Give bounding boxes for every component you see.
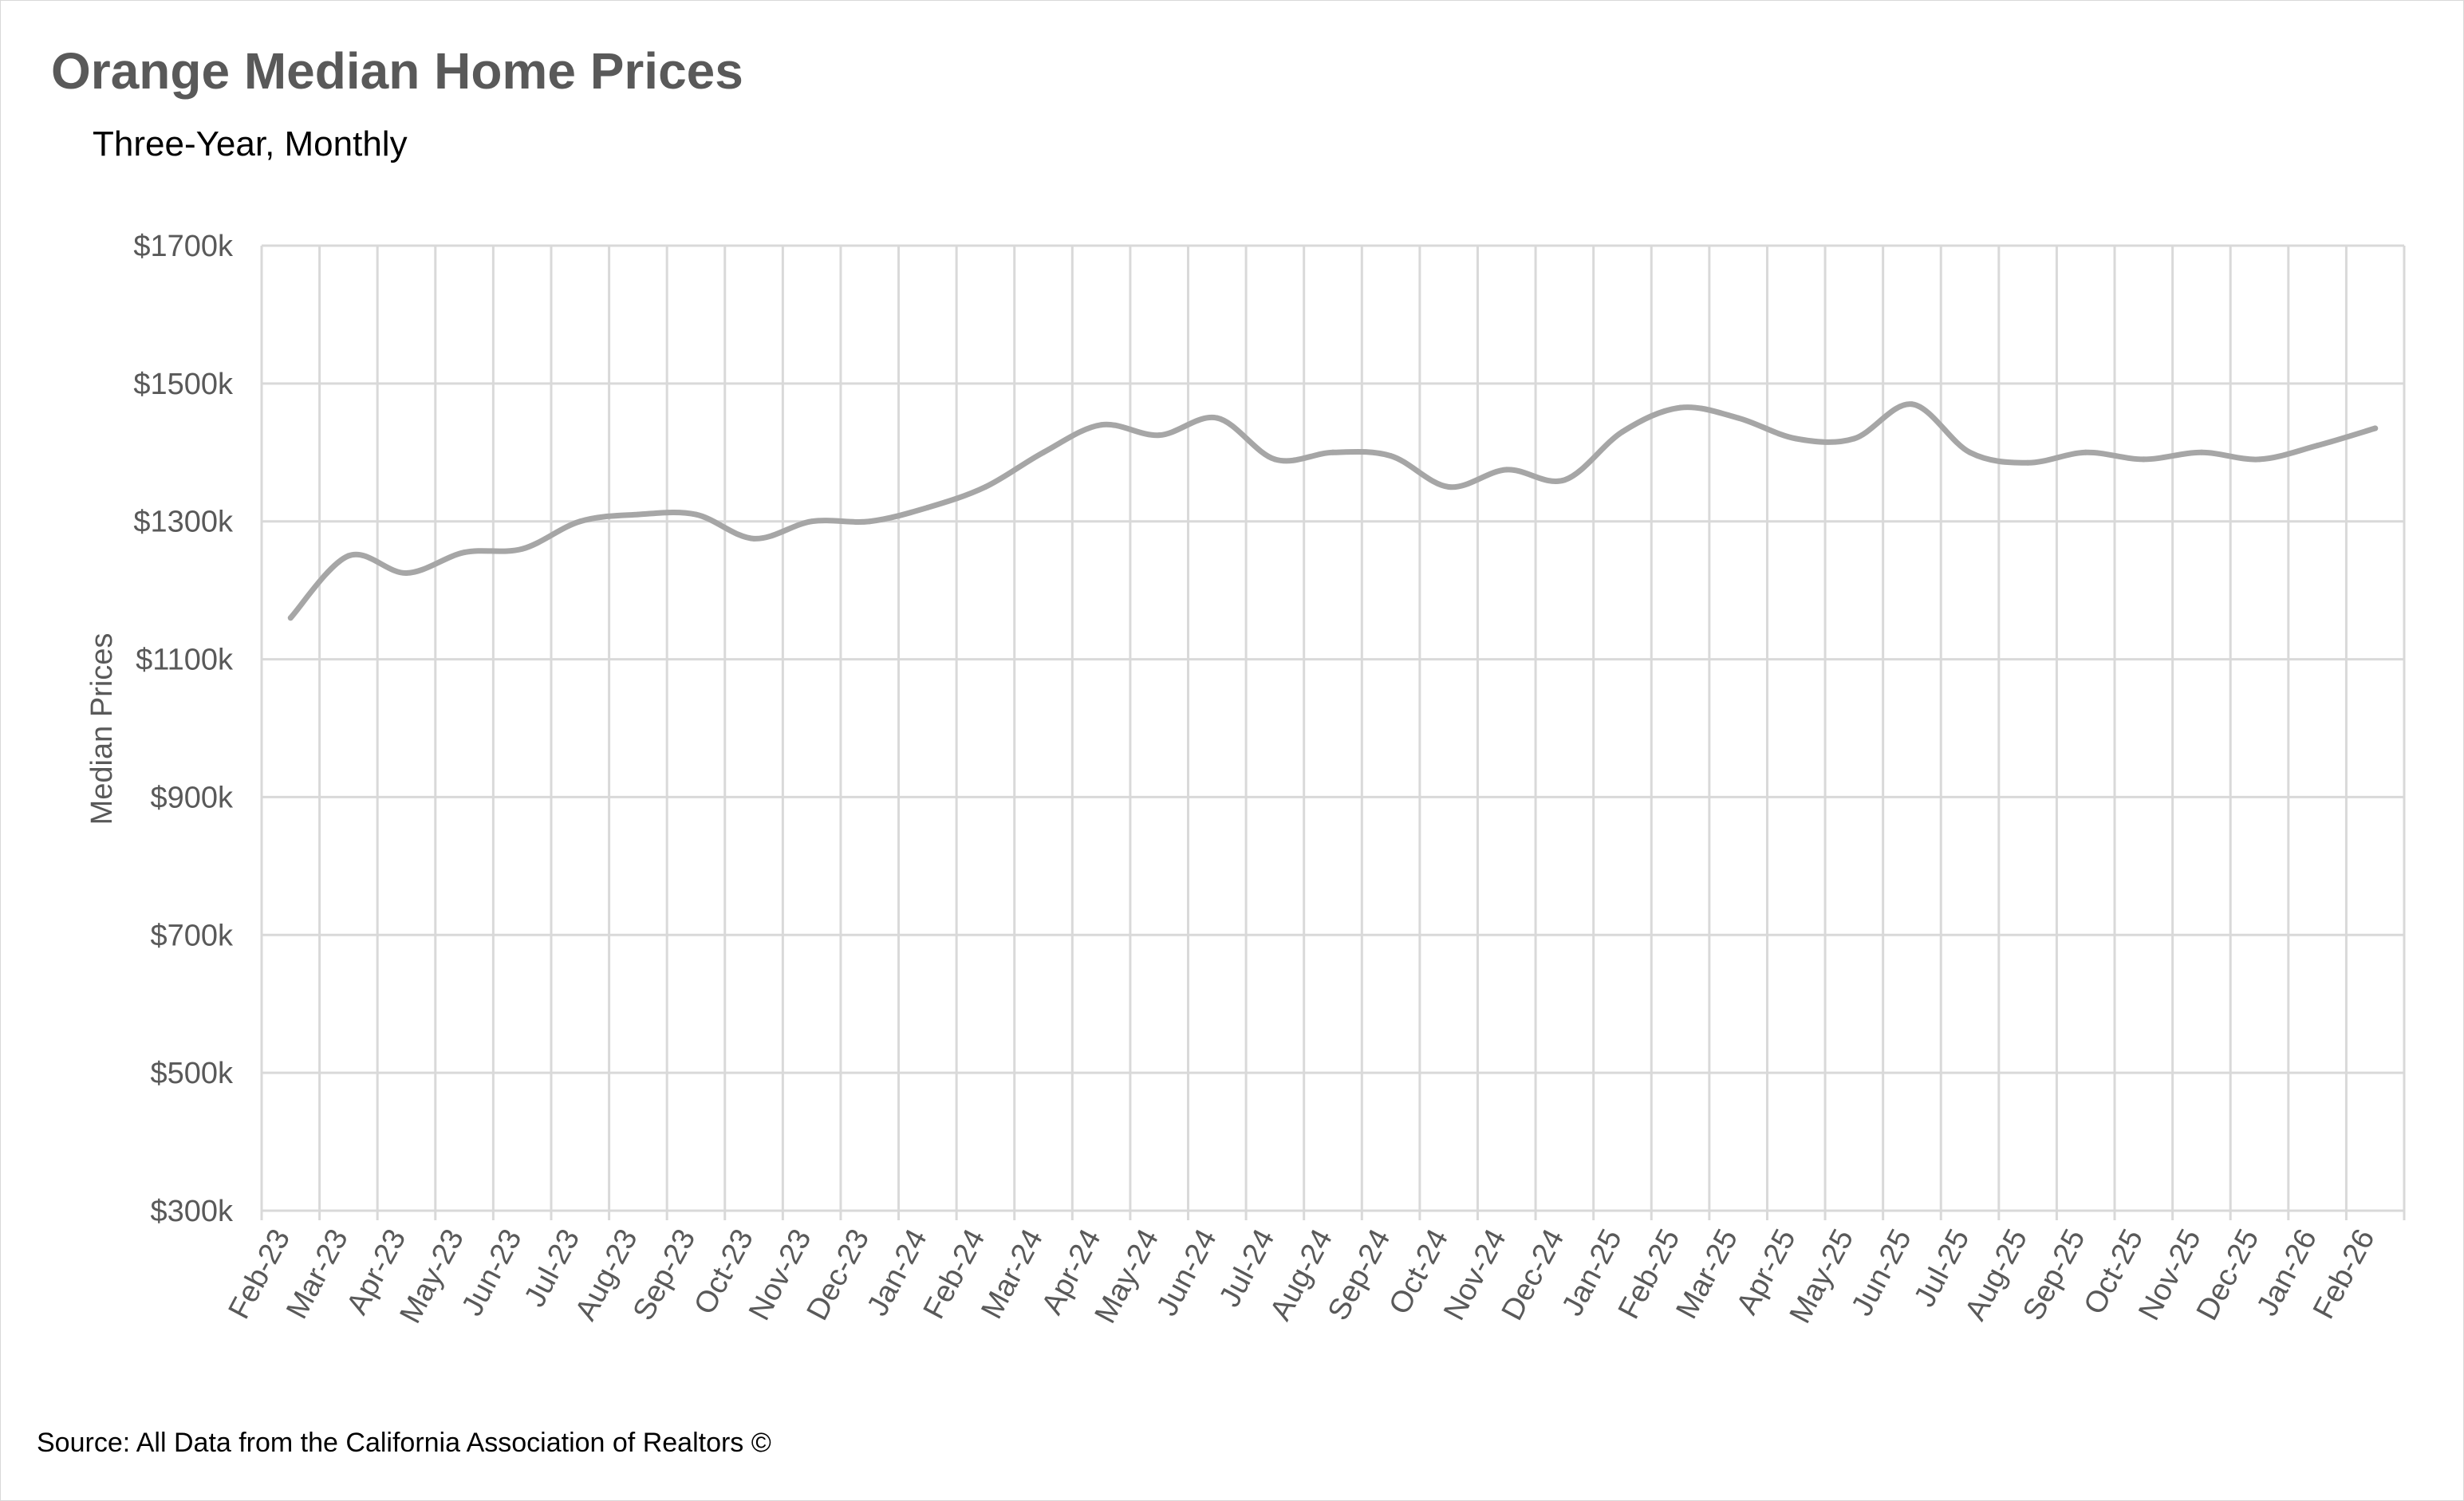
data-point xyxy=(982,484,988,490)
data-point xyxy=(1909,401,1915,408)
data-point xyxy=(751,535,757,542)
data-point xyxy=(2314,443,2320,449)
data-point xyxy=(1388,453,1394,459)
data-point xyxy=(345,553,352,559)
data-points xyxy=(287,401,2379,621)
data-point xyxy=(1330,449,1336,455)
chart-subtitle: Three-Year, Monthly xyxy=(93,124,408,163)
data-point xyxy=(2372,425,2379,431)
data-point xyxy=(577,518,583,525)
y-tick-label: $1300k xyxy=(133,506,234,539)
data-point xyxy=(1445,484,1452,490)
y-axis-ticks: $300k $500k $700k $900k $1100k $1300k $1500k $1… xyxy=(133,230,234,1228)
y-tick-label: $700k xyxy=(150,919,234,952)
data-point xyxy=(1271,456,1278,463)
y-tick-label: $1500k xyxy=(133,368,234,401)
chart-title: Orange Median Home Prices xyxy=(51,42,743,100)
data-point xyxy=(692,511,699,518)
data-point xyxy=(1735,415,1741,421)
data-point xyxy=(1214,415,1220,421)
data-point xyxy=(635,511,641,518)
data-point xyxy=(2198,449,2205,455)
gridlines xyxy=(260,244,2406,1220)
data-point xyxy=(1793,435,1800,442)
data-point xyxy=(2257,456,2263,463)
data-point xyxy=(1677,404,1684,411)
data-point xyxy=(1504,467,1510,473)
data-point xyxy=(1040,449,1047,455)
y-tick-label: $300k xyxy=(150,1195,234,1228)
data-point xyxy=(519,546,526,552)
data-point xyxy=(1561,477,1567,483)
data-point xyxy=(1098,422,1105,428)
y-tick-label: $1700k xyxy=(133,230,234,263)
data-point xyxy=(287,615,294,621)
y-tick-label: $500k xyxy=(150,1057,234,1090)
series-line xyxy=(287,401,2379,621)
data-point xyxy=(1156,432,1162,439)
y-tick-label: $900k xyxy=(150,781,234,814)
y-tick-label: $1100k xyxy=(136,644,234,677)
data-point xyxy=(1851,435,1857,442)
data-point xyxy=(866,518,873,525)
source-note: Source: All Data from the California Ass… xyxy=(37,1428,771,1458)
data-point xyxy=(1619,428,1626,435)
data-point xyxy=(2083,449,2089,455)
y-axis-label: Median Prices xyxy=(85,633,119,825)
x-axis-ticks: Feb-23Mar-23Apr-23May-23Jun-23Jul-23Aug-… xyxy=(223,1224,2382,1330)
data-point xyxy=(924,504,931,510)
data-point xyxy=(1967,449,1973,455)
data-point xyxy=(809,518,815,525)
data-point xyxy=(461,550,467,556)
data-point xyxy=(2140,456,2147,463)
data-point xyxy=(2024,459,2031,466)
data-point xyxy=(403,570,409,577)
